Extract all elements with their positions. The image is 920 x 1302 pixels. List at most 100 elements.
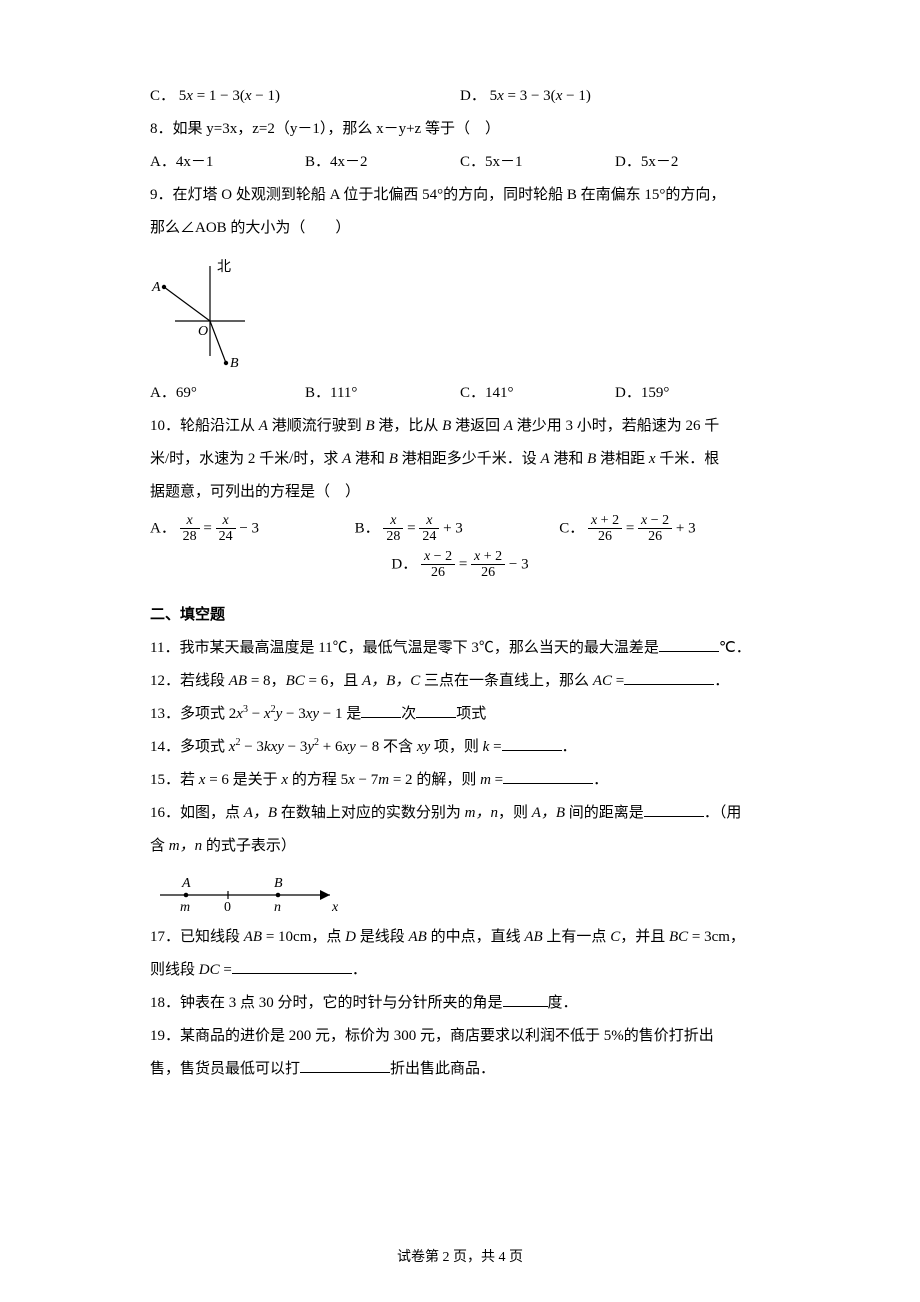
- q14-b: 不含: [379, 739, 417, 755]
- q10-d-d2: 26: [471, 565, 505, 580]
- q15: 15．若 x = 6 是关于 x 的方程 5x − 7m = 2 的解，则 m …: [150, 764, 770, 797]
- q12: 12．若线段 AB = 8，BC = 6，且 A，B，C 三点在一条直线上，那么…: [150, 665, 770, 698]
- q10-c-label: C．: [559, 520, 584, 536]
- q13-c: 次: [401, 706, 416, 722]
- q10-b-d2: 24: [419, 529, 439, 544]
- q10-pa3: A: [342, 451, 351, 467]
- q10-c-d2: 26: [638, 529, 672, 544]
- q10-a-d2: 24: [216, 529, 236, 544]
- q17-f: 则线段: [150, 962, 199, 978]
- q10-c: C． x + 226 = x − 226 + 3: [559, 513, 770, 545]
- q10-a-n1: x: [180, 513, 200, 529]
- q9-d: D．159°: [615, 377, 770, 410]
- q12-abv: = 8，: [247, 673, 285, 689]
- q17-b: 是线段: [356, 929, 409, 945]
- svg-text:m: m: [180, 900, 190, 915]
- q10-options-row1: A． x28 = x24 − 3 B． x28 = x24 + 3 C． x +…: [150, 513, 770, 545]
- section2-title: 二、填空题: [150, 599, 770, 632]
- q16-c: ，则: [498, 805, 532, 821]
- q17-ab3: AB: [524, 929, 542, 945]
- q10-s1c: 港，比从: [375, 418, 443, 434]
- svg-text:A: A: [181, 876, 191, 891]
- q10-a-tail: − 3: [239, 520, 259, 536]
- q19-line1: 19．某商品的进价是 200 元，标价为 300 元，商店要求以利润不低于 5%…: [150, 1020, 770, 1053]
- q13: 13．多项式 2x3 − x2y − 3xy − 1 是次项式: [150, 698, 770, 731]
- q10-pa1: A: [259, 418, 268, 434]
- q12-p: A，B，C: [362, 673, 420, 689]
- q11-unit: ℃．: [719, 640, 751, 656]
- q16-line2: 含 m，n 的式子表示）: [150, 830, 770, 863]
- q19-blank: [300, 1057, 390, 1073]
- q10-a: A． x28 = x24 − 3: [150, 513, 355, 545]
- q8-c: C．5x－1: [460, 146, 615, 179]
- q16-f: 含: [150, 838, 169, 854]
- svg-text:B: B: [274, 876, 283, 891]
- q9-o-label: O: [198, 324, 208, 339]
- q10-c-tail: + 3: [676, 520, 696, 536]
- q10-b: B． x28 = x24 + 3: [355, 513, 560, 545]
- q16-d: 间的距离是: [565, 805, 644, 821]
- q17-g: =: [220, 962, 232, 978]
- q15-b: 是关于: [229, 772, 282, 788]
- q14-a: 14．多项式: [150, 739, 229, 755]
- q9-b-label: B: [230, 356, 239, 371]
- q10-b-n1: x: [383, 513, 403, 529]
- q10-d-tail: − 3: [509, 556, 529, 572]
- q10-s1a: 10．轮船沿江从: [150, 418, 259, 434]
- q15-x6: x = 6: [199, 772, 229, 788]
- q15-d: 的解，则: [413, 772, 481, 788]
- q19-b: 售，售货员最低可以打: [150, 1061, 300, 1077]
- q11: 11．我市某天最高温度是 11℃，最低气温是零下 3℃，那么当天的最大温差是℃．: [150, 632, 770, 665]
- q10-s2f: 千米．根: [656, 451, 720, 467]
- q10-s2e: 港相距: [596, 451, 649, 467]
- q10-s1b: 港顺流行驶到: [268, 418, 366, 434]
- q15-m: m: [480, 772, 491, 788]
- q10-a-label: A．: [150, 520, 176, 536]
- q8-d: D．5x－2: [615, 146, 770, 179]
- q10-c-n2: x − 2: [638, 513, 672, 529]
- q7-c-expr: 5x = 1 − 3(x − 1): [179, 88, 280, 104]
- q19-c: 折出售此商品．: [390, 1061, 495, 1077]
- q12-a: 12．若线段: [150, 673, 229, 689]
- exam-page: C． 5x = 1 − 3(x − 1) D． 5x = 3 − 3(x − 1…: [0, 0, 920, 1302]
- q17-blank: [232, 958, 352, 974]
- q10-pb3: B: [389, 451, 398, 467]
- q17-dc: DC: [199, 962, 220, 978]
- q11-blank: [659, 636, 719, 652]
- q17-bc: BC: [669, 929, 688, 945]
- q10-pb2: B: [442, 418, 451, 434]
- q8-b: B．4x－2: [305, 146, 460, 179]
- q17-cc: C: [610, 929, 620, 945]
- q10-s1e: 港少用 3 小时，若船速为 26 千: [513, 418, 719, 434]
- q7-d-label: D．: [460, 88, 486, 104]
- q10-stem2: 米/时，水速为 2 千米/时，求 A 港和 B 港相距多少千米．设 A 港和 B…: [150, 443, 770, 476]
- q15-e: =: [491, 772, 503, 788]
- q10-c-eq: =: [626, 520, 638, 536]
- q10-b-label: B．: [355, 520, 380, 536]
- q17-abv: = 10cm，点: [262, 929, 345, 945]
- q8-stem: 8．如果 y=3x，z=2（y－1），那么 x－y+z 等于（ ）: [150, 113, 770, 146]
- q13-blank2: [416, 702, 456, 718]
- q10-c-d1: 26: [588, 529, 622, 544]
- q16-e: ．（用: [704, 805, 742, 821]
- q10-b-eq: =: [407, 520, 419, 536]
- q18: 18．钟表在 3 点 30 分时，它的时针与分针所夹的角是度．: [150, 987, 770, 1020]
- q18-a: 18．钟表在 3 点 30 分时，它的时针与分针所夹的角是: [150, 995, 503, 1011]
- q12-ac: AC: [593, 673, 612, 689]
- q10-d-n2: x + 2: [471, 549, 505, 565]
- q16-b: 在数轴上对应的实数分别为: [277, 805, 465, 821]
- q13-blank1: [361, 702, 401, 718]
- q7-c-label: C．: [150, 88, 175, 104]
- q16-ab2: A，B: [532, 805, 565, 821]
- q7-d-expr: 5x = 3 − 3(x − 1): [490, 88, 591, 104]
- q10-a-d1: 28: [180, 529, 200, 544]
- q17-d2: 上有一点: [543, 929, 611, 945]
- q10-s1d: 港返回: [451, 418, 504, 434]
- q16-a: 16．如图，点: [150, 805, 244, 821]
- q12-b: 三点在一条直线上，那么: [420, 673, 593, 689]
- q14-c: 项，则: [430, 739, 483, 755]
- q10-c-n1: x + 2: [588, 513, 622, 529]
- svg-text:n: n: [274, 900, 281, 915]
- q14: 14．多项式 x2 − 3kxy − 3y2 + 6xy − 8 不含 xy 项…: [150, 731, 770, 764]
- q17-ab2: AB: [409, 929, 427, 945]
